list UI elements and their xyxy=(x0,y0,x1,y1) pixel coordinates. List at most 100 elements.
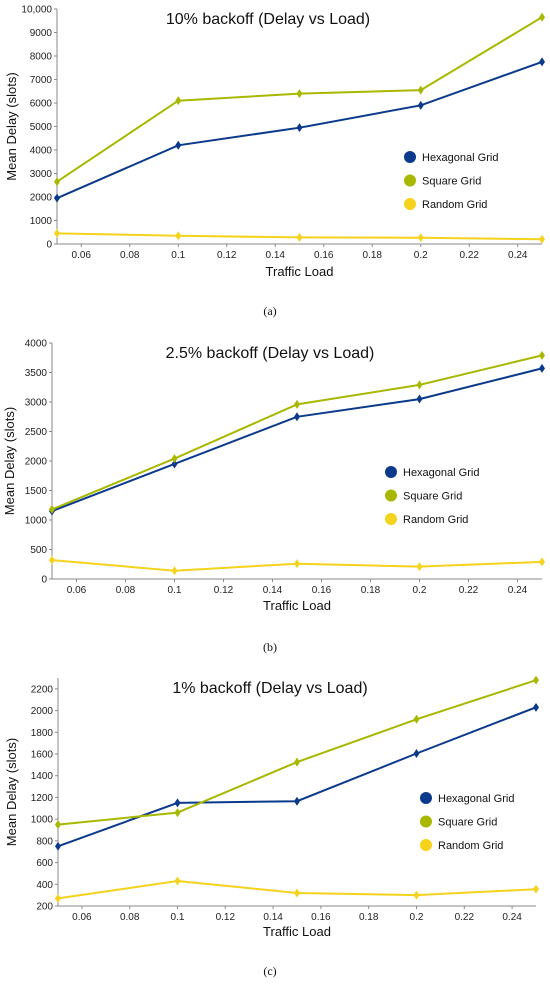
chart-title: 1% backoff (Delay vs Load) xyxy=(172,680,367,697)
y-tick-label: 2000 xyxy=(25,457,48,468)
y-tick-label: 2500 xyxy=(25,427,48,438)
y-tick-label: 4000 xyxy=(25,339,48,350)
y-tick-label: 500 xyxy=(30,545,47,556)
figure-caption: (a) xyxy=(263,304,276,318)
y-tick-label: 3500 xyxy=(25,368,48,379)
data-point-square xyxy=(55,820,61,830)
y-tick-label: 1000 xyxy=(25,516,48,527)
legend-label: Hexagonal Grid xyxy=(438,793,514,805)
x-tick-label: 0.24 xyxy=(508,250,528,261)
y-tick-label: 2000 xyxy=(31,706,54,717)
data-point-square xyxy=(416,380,423,390)
legend-label: Random Grid xyxy=(422,199,487,211)
x-tick-label: 0.08 xyxy=(116,585,136,596)
x-tick-label: 0.22 xyxy=(459,585,479,596)
legend-swatch-hexagonal xyxy=(404,151,416,163)
y-tick-label: 600 xyxy=(36,858,53,869)
data-point-hexagonal xyxy=(55,841,61,851)
x-tick-label: 0.14 xyxy=(266,250,286,261)
y-tick-label: 2200 xyxy=(31,684,54,695)
y-tick-label: 1000 xyxy=(31,815,54,826)
data-point-square xyxy=(175,96,182,106)
legend-label: Random Grid xyxy=(438,840,503,852)
y-axis-label: Mean Delay (slots) xyxy=(4,72,19,180)
data-point-square xyxy=(49,504,55,514)
data-point-square xyxy=(539,350,545,360)
data-point-random xyxy=(533,884,539,894)
legend-swatch-square xyxy=(420,815,432,828)
data-point-hexagonal xyxy=(296,123,303,133)
data-point-random xyxy=(417,233,424,243)
data-point-random xyxy=(49,555,55,565)
y-axis-label: Mean Delay (slots) xyxy=(2,407,17,515)
y-tick-label: 1500 xyxy=(25,486,48,497)
data-point-square xyxy=(539,12,545,22)
data-point-hexagonal xyxy=(175,140,182,150)
data-point-random xyxy=(294,888,300,898)
chart-title: 10% backoff (Delay vs Load) xyxy=(166,11,370,28)
data-point-hexagonal xyxy=(171,459,178,469)
y-tick-label: 200 xyxy=(36,902,53,913)
y-tick-label: 400 xyxy=(36,880,53,891)
x-axis-label: Traffic Load xyxy=(263,598,331,613)
data-point-hexagonal xyxy=(417,100,424,110)
data-point-hexagonal xyxy=(539,57,545,67)
data-point-hexagonal xyxy=(533,702,539,712)
data-point-random xyxy=(413,890,420,900)
y-tick-label: 6000 xyxy=(30,99,53,110)
data-point-hexagonal xyxy=(54,193,60,203)
data-point-random xyxy=(539,234,545,244)
chart-title: 2.5% backoff (Delay vs Load) xyxy=(166,345,375,362)
data-point-random xyxy=(294,559,300,569)
y-tick-label: 3000 xyxy=(25,398,48,409)
data-point-random xyxy=(416,562,423,572)
x-tick-label: 0.12 xyxy=(217,250,237,261)
x-tick-label: 0.22 xyxy=(455,912,475,923)
y-tick-label: 5000 xyxy=(30,122,53,133)
x-tick-label: 0.18 xyxy=(361,585,381,596)
data-point-square xyxy=(533,675,539,685)
series-line-square xyxy=(51,354,543,511)
legend-label: Square Grid xyxy=(422,176,481,188)
y-tick-label: 7000 xyxy=(30,75,53,86)
y-tick-label: 1000 xyxy=(30,216,53,227)
data-point-random xyxy=(54,228,60,238)
x-tick-label: 0.16 xyxy=(312,585,332,596)
data-point-square xyxy=(54,177,60,187)
figure-caption: (c) xyxy=(263,964,276,978)
legend-swatch-hexagonal xyxy=(385,466,397,478)
legend-swatch-square xyxy=(385,489,397,502)
y-tick-label: 4000 xyxy=(30,146,53,157)
data-point-square xyxy=(174,808,181,818)
y-tick-label: 1200 xyxy=(31,793,54,804)
data-point-random xyxy=(296,232,303,242)
data-point-random xyxy=(175,231,182,241)
legend-label: Square Grid xyxy=(438,817,497,829)
data-point-random xyxy=(539,557,545,567)
chart-panel-3: 200 400 600 800 1000 1200 1400 1600 1800 2000 2200… xyxy=(4,675,539,978)
y-tick-label: 1800 xyxy=(31,728,54,739)
data-point-square xyxy=(171,454,178,464)
legend-swatch-hexagonal xyxy=(420,792,432,804)
x-tick-label: 0.14 xyxy=(263,912,283,923)
x-tick-label: 0.18 xyxy=(363,250,383,261)
y-axis-label: Mean Delay (slots) xyxy=(4,738,19,846)
series-line-hexagonal xyxy=(51,367,543,513)
legend-label: Random Grid xyxy=(403,514,468,526)
y-tick-label: 2000 xyxy=(30,193,53,204)
legend-swatch-random xyxy=(404,198,416,210)
x-tick-label: 0.06 xyxy=(67,585,87,596)
x-axis-label: Traffic Load xyxy=(266,264,334,279)
data-point-square xyxy=(296,89,303,99)
y-tick-label: 0 xyxy=(46,240,52,251)
x-tick-label: 0.16 xyxy=(311,912,331,923)
legend-swatch-random xyxy=(420,839,432,851)
data-point-hexagonal xyxy=(174,798,181,808)
x-tick-label: 0.06 xyxy=(72,912,92,923)
data-point-hexagonal xyxy=(294,412,300,422)
x-tick-label: 0.1 xyxy=(171,250,185,261)
x-tick-label: 0.2 xyxy=(410,912,424,923)
data-point-random xyxy=(171,566,178,576)
legend-swatch-square xyxy=(404,174,416,187)
